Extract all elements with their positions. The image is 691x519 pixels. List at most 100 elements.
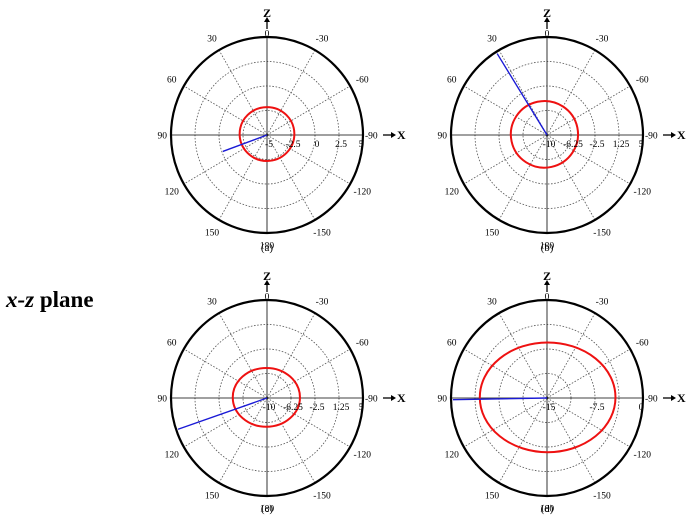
- polar-chart-b: -30 -60 -120 -150 180 150 120 90 60 30 Z 0 -90 X -10 -6…: [438, 6, 687, 254]
- radial-tick: -5: [265, 140, 273, 150]
- angle-tick: -30: [596, 35, 609, 45]
- grid-spoke: [546, 397, 596, 484]
- x-axis-label: X: [677, 128, 686, 142]
- angle-tick: -30: [316, 35, 329, 45]
- angle-tick: -60: [636, 76, 649, 86]
- grid-spoke: [546, 312, 596, 399]
- x-arrow-head: [391, 395, 396, 401]
- grid-spoke: [183, 134, 268, 185]
- grid-spoke: [546, 134, 596, 221]
- outer-frame: [449, 35, 645, 235]
- angle-tick-minus90: -90: [645, 395, 658, 405]
- radiation-pattern: [478, 341, 617, 454]
- grid-spoke: [266, 348, 351, 399]
- grid-spoke: [183, 348, 268, 399]
- radial-tick: 1.25: [333, 403, 350, 413]
- grid-spoke: [498, 312, 548, 399]
- beam-direction: [222, 134, 268, 153]
- radial-tick: -6.25: [283, 403, 303, 413]
- grid-spoke: [266, 397, 316, 484]
- radial-tick: 1.25: [613, 140, 630, 150]
- z-axis-label: Z: [263, 269, 271, 283]
- angle-tick: 150: [205, 491, 220, 501]
- angle-tick: -150: [593, 228, 611, 238]
- radial-tick: -2.5: [309, 403, 324, 413]
- angle-tick: -30: [316, 298, 329, 308]
- grid-spoke: [266, 49, 316, 136]
- z-arrow-head: [544, 280, 550, 285]
- panel-caption: (b): [541, 242, 554, 254]
- angle-tick-zero: 0: [265, 30, 270, 40]
- radial-tick: -7.5: [589, 403, 604, 413]
- angle-tick: 120: [165, 188, 180, 198]
- angle-tick: 30: [207, 35, 217, 45]
- angle-tick: 180: [540, 505, 555, 515]
- angle-tick: 30: [487, 35, 497, 45]
- radial-tick: 0: [315, 140, 320, 150]
- radial-tick: -15: [543, 403, 556, 413]
- z-arrow-head: [264, 280, 270, 285]
- plane-label: x-z plane: [6, 287, 94, 313]
- beam-direction: [452, 397, 548, 401]
- beam-direction: [496, 53, 548, 136]
- angle-tick: -120: [354, 188, 372, 198]
- radial-tick: -2.5: [589, 140, 604, 150]
- radial-tick: 5: [639, 140, 644, 150]
- grid-spoke: [546, 348, 631, 399]
- angle-tick: 180: [540, 242, 555, 252]
- angle-tick: -60: [356, 76, 369, 86]
- angle-tick: 90: [438, 395, 448, 405]
- angle-tick: 90: [158, 395, 168, 405]
- angle-tick: 60: [447, 339, 457, 349]
- x-arrow-head: [391, 132, 396, 138]
- plane-label-italic: x-z: [6, 287, 35, 312]
- grid-spoke: [183, 85, 268, 136]
- panel-caption: (d): [541, 503, 554, 515]
- grid-spoke: [546, 134, 631, 185]
- radial-tick: 2.5: [335, 140, 347, 150]
- grid-spoke: [498, 134, 548, 221]
- grid-spoke: [266, 134, 351, 185]
- angle-tick-zero: 0: [545, 30, 550, 40]
- x-axis-label: X: [397, 391, 406, 405]
- grid-spoke: [463, 134, 548, 185]
- grid-spoke: [218, 397, 268, 484]
- angle-tick: 30: [207, 298, 217, 308]
- z-axis-label: Z: [543, 269, 551, 283]
- angle-tick: 90: [158, 132, 168, 142]
- angle-tick: 90: [438, 132, 448, 142]
- radiation-pattern: [238, 106, 296, 162]
- panel-caption: (c): [261, 503, 274, 515]
- radial-tick: -10: [263, 403, 276, 413]
- angle-tick: 120: [445, 451, 460, 461]
- angle-tick: 180: [260, 505, 275, 515]
- grid-spoke: [266, 397, 351, 448]
- radial-tick: 5: [359, 403, 364, 413]
- grid-spoke: [546, 397, 631, 448]
- x-axis-label: X: [397, 128, 406, 142]
- angle-tick: 60: [167, 339, 177, 349]
- outer-frame: [169, 35, 365, 235]
- angle-tick-minus90: -90: [645, 132, 658, 142]
- grid-spoke: [498, 397, 548, 484]
- beam-direction: [177, 397, 268, 430]
- angle-tick: 150: [205, 228, 220, 238]
- radial-tick: 0: [639, 403, 644, 413]
- angle-tick-zero: 0: [265, 293, 270, 303]
- grid-spoke: [463, 397, 548, 448]
- angle-tick: -150: [313, 228, 331, 238]
- grid-spoke: [218, 49, 268, 136]
- polar-chart-c: -30 -60 -120 -150 180 150 120 90 60 30 Z 0 -90 X -10 -6…: [158, 269, 407, 515]
- radiation-pattern: [509, 100, 580, 169]
- z-axis-label: Z: [263, 6, 271, 20]
- angle-tick: 120: [445, 188, 460, 198]
- z-arrow-head: [544, 17, 550, 22]
- x-arrow-head: [671, 132, 676, 138]
- angle-tick: -60: [356, 339, 369, 349]
- angle-tick: -150: [593, 491, 611, 501]
- grid-spoke: [266, 134, 316, 221]
- radial-tick: -10: [543, 140, 556, 150]
- outer-frame: [449, 298, 645, 498]
- grid-spoke: [218, 134, 268, 221]
